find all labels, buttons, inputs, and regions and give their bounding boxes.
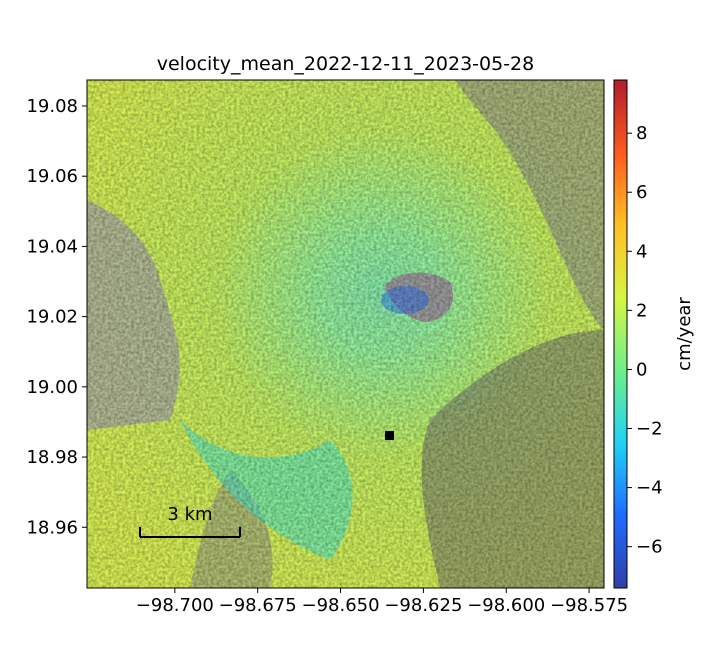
colorbar-label: cm/year [674,297,695,371]
y-tick-label: 18.96 [26,517,78,538]
x-tick-label: −98.625 [384,595,462,616]
chart-title: velocity_mean_2022-12-11_2023-05-28 [157,53,534,75]
x-tick-label: −98.675 [219,595,297,616]
y-tick-label: 19.04 [26,236,78,257]
y-tick-label: 19.00 [26,377,78,398]
colorbar-tick-label: 8 [636,123,647,144]
colorbar-tick-label: −4 [636,478,663,499]
colorbar-tick-label: −6 [636,537,663,558]
x-tick-label: −98.700 [136,595,214,616]
y-axis: 18.96 18.98 19.00 19.02 19.04 19.06 19.08 [26,96,87,538]
colorbar-tick-label: 6 [636,182,647,203]
colorbar-bar [613,79,628,589]
plot-area: 3 km [87,80,604,588]
x-axis: −98.700 −98.675 −98.650 −98.625 −98.600 −98.5… [136,588,628,616]
decorrelation-noise [87,80,604,588]
y-tick-label: 18.98 [26,447,78,468]
colorbar-tick-label: 4 [636,241,647,262]
plot-frame [86,79,605,589]
y-tick-label: 19.02 [26,307,78,328]
colorbar-tick-label: −2 [636,419,663,440]
x-tick-label: −98.650 [301,595,379,616]
reference-point [385,431,394,440]
colorbar-tick-label: 0 [636,359,647,380]
y-tick-label: 19.08 [26,96,78,117]
y-tick-label: 19.06 [26,166,78,187]
x-tick-label: −98.575 [550,595,628,616]
x-tick-label: −98.600 [467,595,545,616]
colorbar-ticks: −6 −4 −2 0 2 4 6 8 [627,123,663,558]
colorbar-tick-label: 2 [636,300,647,321]
colorbar: −6 −4 −2 0 2 4 6 8 cm/year [613,79,695,589]
scale-bar-label: 3 km [167,504,212,525]
scale-bar: 3 km [139,504,241,538]
